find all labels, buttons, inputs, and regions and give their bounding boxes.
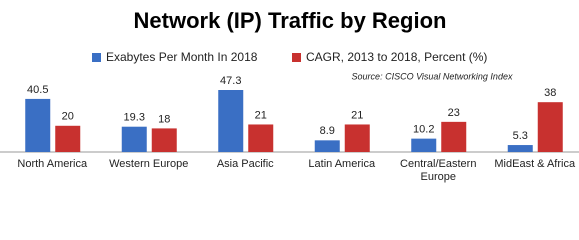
bar <box>411 138 437 152</box>
value-label: 5.3 <box>513 130 528 142</box>
chart: Network (IP) Traffic by Region Source: C… <box>0 8 579 183</box>
bar <box>344 124 370 152</box>
bar <box>151 128 177 152</box>
legend-label: Exabytes Per Month In 2018 <box>106 50 258 64</box>
legend-label: CAGR, 2013 to 2018, Percent (%) <box>306 50 487 64</box>
legend-swatch <box>292 53 301 62</box>
bar <box>507 145 533 152</box>
x-tick-label: Central/Eastern Europe <box>400 158 477 183</box>
source-note: Source: CISCO Visual Networking Index <box>352 71 513 81</box>
bar <box>55 125 81 152</box>
value-label: 23 <box>448 107 460 119</box>
value-label: 40.5 <box>27 84 48 96</box>
value-label: 21 <box>351 109 363 121</box>
value-label: 38 <box>544 87 556 99</box>
bar <box>218 90 244 152</box>
bar <box>121 126 147 152</box>
x-tick-label: Western Europe <box>109 158 189 170</box>
bar <box>537 102 563 152</box>
bar <box>314 140 340 152</box>
value-label: 20 <box>62 111 74 123</box>
x-tick-label: Asia Pacific <box>216 158 274 170</box>
x-tick-label: Latin America <box>308 158 376 170</box>
value-label: 8.9 <box>320 125 335 137</box>
legend-swatch <box>92 53 101 62</box>
bar <box>248 124 274 152</box>
value-label: 21 <box>255 109 267 121</box>
chart-title: Network (IP) Traffic by Region <box>134 8 447 33</box>
x-tick-label: North America <box>17 158 88 170</box>
bar <box>441 121 467 152</box>
chart-canvas: Network (IP) Traffic by Region Source: C… <box>0 8 579 153</box>
value-label: 10.2 <box>413 124 434 136</box>
x-tick-label: MidEast & Africa <box>494 158 576 170</box>
value-label: 19.3 <box>124 112 145 124</box>
value-label: 47.3 <box>220 75 241 87</box>
value-label: 18 <box>158 113 170 125</box>
bar <box>25 98 51 152</box>
